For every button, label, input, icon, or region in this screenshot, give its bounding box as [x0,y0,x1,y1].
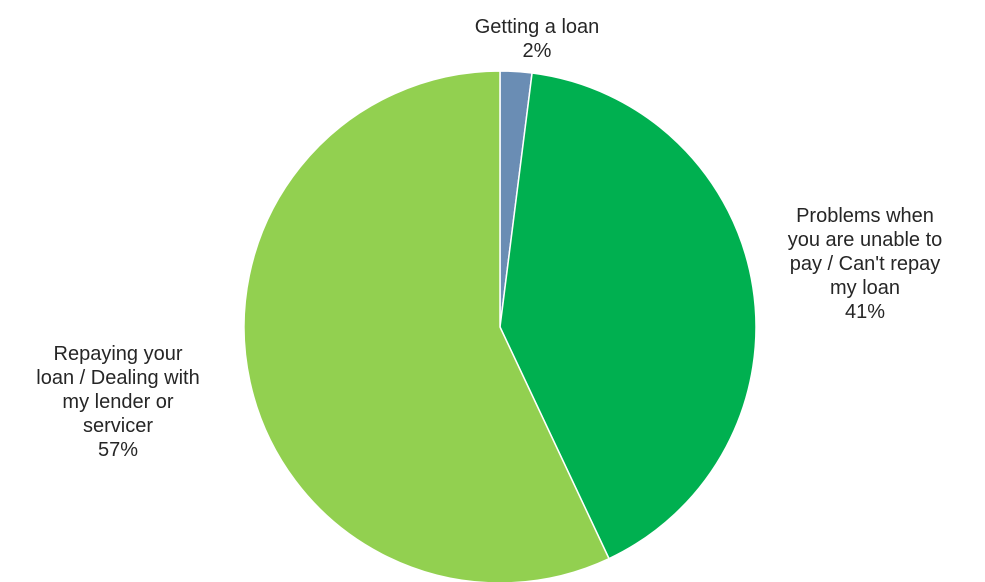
slice-percent-label: 57% [98,439,138,461]
pie-slices [243,70,757,582]
slice-name-line: Getting a loan [475,16,600,38]
slice-name-line: you are unable to [788,229,943,251]
slice-percent-label: 41% [845,301,885,323]
slice-name-line: loan / Dealing with [36,367,199,389]
pie-slice-2 [499,72,757,560]
slice-name-line: pay / Can't repay [790,253,941,275]
slice-label-3: Repaying your loan / Dealing with my lende… [36,343,199,461]
slice-name-line: servicer [83,415,153,437]
slice-label-1: Getting a loan 2% [475,16,600,62]
slice-labels: Getting a loan 2% Problems when you are una… [36,16,942,461]
slice-name-line: my lender or [62,391,173,413]
slice-name-line: Problems when [796,205,934,227]
slice-label-2: Problems when you are unable to pay / Can'… [788,205,943,323]
slice-name-line: my loan [830,277,900,299]
slice-name-line: Repaying your [54,343,183,365]
slice-percent-label: 2% [523,40,552,62]
